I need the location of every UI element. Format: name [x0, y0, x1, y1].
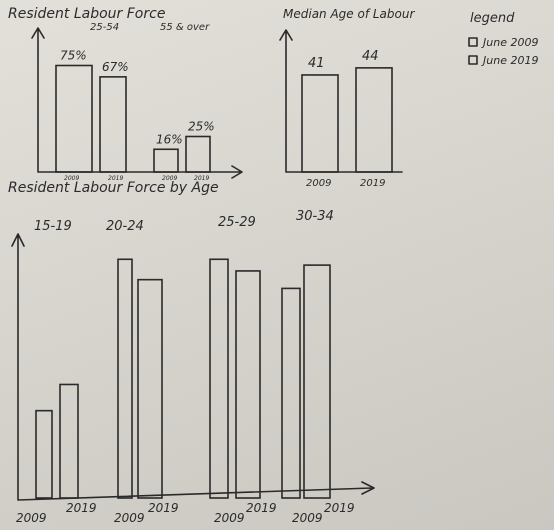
chart1-bar-2019-25-54	[99, 76, 127, 173]
legend: legend June 2009 June 2019	[468, 11, 538, 67]
chart3-bar-25-29-2019	[235, 270, 261, 499]
chart2-tick-2019: 2019	[360, 178, 385, 189]
chart2-tick-labels: 2009 2019	[306, 178, 385, 189]
chart2-bar-2019	[355, 67, 393, 173]
chart1-title: Resident Labour Force	[8, 6, 165, 22]
chart2-bars	[301, 67, 393, 173]
legend-swatch-2009	[468, 37, 478, 47]
chart3-tick-25-29-2009: 2009	[214, 511, 245, 525]
chart1-tick-labels: 2009 2019 2009 2019	[64, 175, 209, 182]
chart1-tick-2019-55-over: 2019	[194, 175, 209, 182]
legend-label-2019: June 2019	[481, 54, 538, 67]
chart2-value-label-2009: 41	[308, 56, 325, 71]
chart3-bars	[35, 258, 331, 499]
chart3-axes	[11, 233, 375, 501]
chart3-bar-20-24-2009	[117, 258, 133, 499]
chart-resident-labour-force: Resident Labour Force 25-54 55 & over 75…	[8, 6, 243, 182]
chart1-value-label-2019-55-over: 25%	[188, 120, 215, 134]
legend-title: legend	[470, 11, 515, 26]
chart3-category-15-19: 15-19	[34, 219, 72, 234]
chart1-value-label-2019-25-54: 67%	[102, 60, 129, 74]
chart3-category-20-24: 20-24	[106, 219, 144, 234]
chart2-bar-2009	[301, 74, 339, 173]
chart-median-age-of-labour: Median Age of Labour 41 44 2009 2019	[279, 7, 415, 189]
legend-swatch-2019	[468, 55, 478, 65]
chart3-tick-15-19-2009: 2009	[16, 511, 47, 525]
chart3-category-25-29: 25-29	[218, 215, 256, 230]
chart3-tick-20-24-2019: 2019	[148, 501, 179, 515]
chart3-tick-25-29-2019: 2019	[246, 501, 277, 515]
chart3-bar-15-19-2019	[59, 383, 79, 499]
chart1-value-label-2009-55-over: 16%	[156, 132, 183, 146]
chart1-bar-2009-25-54	[55, 64, 93, 173]
chart1-tick-2009-55-over: 2009	[162, 175, 177, 182]
chart2-tick-2009: 2009	[306, 178, 331, 189]
chart3-tick-30-34-2019: 2019	[324, 501, 355, 515]
chart-labour-force-by-age: Resident Labour Force by Age 15-19 20-24…	[8, 180, 375, 525]
chart1-bar-2019-55-over	[185, 135, 211, 173]
chart2-value-label-2019: 44	[362, 49, 379, 64]
chart3-bar-25-29-2009	[209, 258, 229, 499]
chart2-value-labels: 41 44	[308, 49, 379, 71]
chart1-category-55-over: 55 & over	[160, 22, 210, 33]
chart1-tick-2019-25-54: 2019	[108, 175, 123, 182]
chart1-tick-2009-25-54: 2009	[64, 175, 79, 182]
chart1-bars	[55, 64, 211, 173]
chart3-tick-30-34-2009: 2009	[292, 511, 323, 525]
legend-label-2009: June 2009	[481, 36, 538, 49]
chart3-title: Resident Labour Force by Age	[8, 180, 219, 196]
chart3-category-30-34: 30-34	[296, 209, 334, 224]
chart1-value-labels: 75% 67% 16% 25%	[60, 49, 215, 147]
chart3-bar-30-34-2019	[303, 264, 331, 499]
chart2-title: Median Age of Labour	[283, 7, 415, 21]
chart3-bar-15-19-2009	[35, 409, 53, 499]
chart3-tick-20-24-2009: 2009	[114, 511, 145, 525]
chart1-bar-2009-55-over	[153, 148, 179, 173]
chart3-bar-30-34-2009	[281, 287, 301, 499]
chart3-bar-20-24-2019	[137, 278, 163, 499]
chart1-category-25-54: 25-54	[90, 22, 119, 33]
chart1-value-label-2009-25-54: 75%	[60, 49, 87, 63]
chart3-tick-15-19-2019: 2019	[66, 501, 97, 515]
